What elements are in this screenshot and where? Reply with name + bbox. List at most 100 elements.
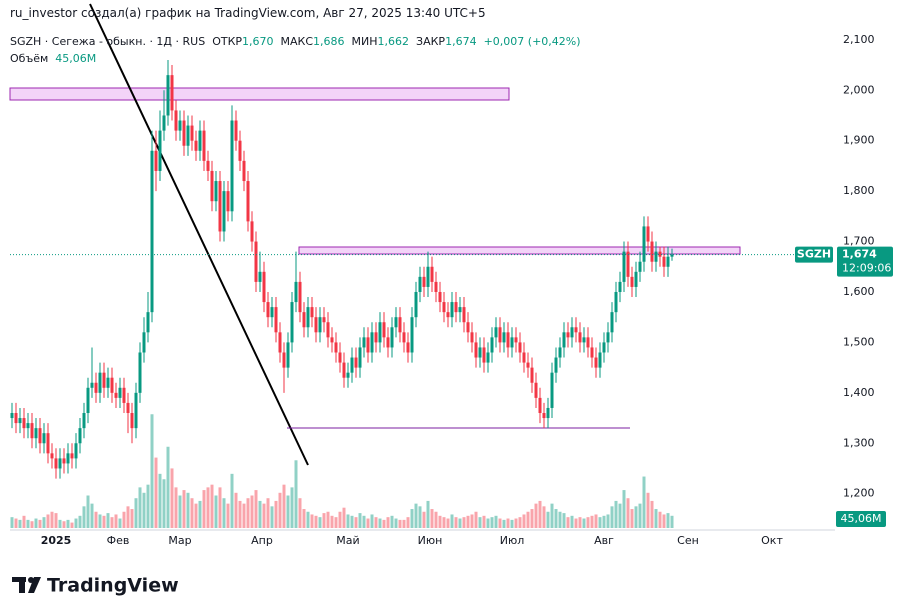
candle-body: [458, 307, 462, 313]
candle-body: [78, 428, 82, 444]
candle-body: [634, 271, 638, 287]
candle-body: [14, 413, 18, 424]
candle-body: [526, 362, 530, 368]
candle-body: [498, 327, 502, 343]
candle-body: [134, 392, 138, 429]
candle-body: [170, 75, 174, 111]
volume-bar: [222, 498, 226, 528]
volume-bar: [314, 515, 318, 528]
volume-bar: [10, 517, 14, 528]
candle-body: [178, 120, 182, 131]
candle-body: [438, 291, 442, 303]
candle-body: [482, 347, 486, 363]
candle-body: [390, 327, 394, 348]
candle-body: [58, 458, 62, 469]
candle-body: [518, 342, 522, 353]
y-tick-label: 1,400: [843, 386, 875, 399]
volume-bar: [94, 511, 98, 528]
volume-bar: [126, 506, 130, 528]
candle-body: [154, 150, 158, 171]
candle-body: [406, 342, 410, 353]
candle-body: [110, 377, 114, 393]
volume-bar: [274, 500, 278, 528]
volume-bar: [322, 513, 326, 528]
candle-body: [270, 307, 274, 318]
volume-bar: [282, 484, 286, 528]
volume-bar: [422, 511, 426, 528]
zone-top: [9, 87, 510, 101]
candle-body: [50, 453, 54, 459]
y-tick-label: 2,000: [843, 83, 875, 96]
volume-bar: [586, 517, 590, 528]
candle-body: [278, 332, 282, 353]
volume-bar: [346, 514, 350, 528]
volume-bar: [510, 519, 514, 528]
candle-body: [658, 251, 662, 257]
volume-bar: [670, 515, 674, 528]
price-tag-box: [837, 246, 893, 277]
volume-bar: [518, 517, 522, 528]
volume-bar: [58, 519, 62, 528]
volume-bar: [106, 513, 110, 528]
candle-body: [214, 181, 218, 202]
candle-body: [82, 413, 86, 429]
legend-line: SGZH · Сегежа - обыкн. · 1Д · RUS ОТКР1,…: [10, 35, 581, 48]
volume-bar: [578, 517, 582, 528]
x-tick-label: Апр: [251, 534, 273, 547]
volume-bar: [590, 515, 594, 528]
zone-resistance: [298, 246, 741, 255]
volume-bar: [534, 503, 538, 528]
candle-body: [502, 332, 506, 343]
volume-bar: [490, 517, 494, 528]
volume-bar: [14, 518, 18, 528]
volume-bar: [290, 487, 294, 528]
candle-body: [546, 407, 550, 419]
value: 1,674: [445, 35, 477, 48]
candle-body: [670, 254, 674, 257]
volume-bar: [358, 513, 362, 528]
candle-body: [558, 347, 562, 358]
candle-body: [466, 322, 470, 333]
volume-bar: [266, 498, 270, 528]
candle-body: [626, 251, 630, 277]
volume-bar: [402, 519, 406, 528]
volume-bar: [246, 498, 250, 528]
volume-bar: [410, 509, 414, 528]
y-tick-label: 2,100: [843, 33, 875, 46]
volume-bar: [270, 506, 274, 528]
volume-bar: [286, 495, 290, 528]
volume-bar: [206, 487, 210, 528]
volume-bar: [634, 506, 638, 528]
volume-bar: [438, 515, 442, 528]
candle-body: [66, 453, 70, 464]
candle-body: [174, 110, 178, 131]
candle-body: [42, 433, 46, 444]
candle-body: [54, 458, 58, 469]
candle-body: [162, 115, 166, 131]
volume-line: Объём 45,06M: [10, 52, 96, 65]
candle-body: [302, 312, 306, 328]
candle-body: [378, 322, 382, 343]
volume-bar: [418, 506, 422, 528]
candle-body: [574, 327, 578, 333]
volume-bar: [98, 514, 102, 528]
candle-body: [102, 372, 106, 388]
candle-body: [234, 120, 238, 141]
volume-bar: [442, 517, 446, 528]
candle-body: [34, 428, 38, 439]
x-tick-label: Июл: [500, 534, 525, 547]
volume-bar: [570, 515, 574, 528]
value: 1,670: [242, 35, 274, 48]
candle-body: [238, 140, 242, 161]
volume-bar: [526, 511, 530, 528]
volume-bar: [262, 503, 266, 528]
volume-bar: [582, 518, 586, 528]
volume-bar: [498, 518, 502, 528]
volume-bar: [362, 515, 366, 528]
y-tick-label: 1,600: [843, 285, 875, 298]
candle-body: [486, 352, 490, 363]
candle-body: [394, 317, 398, 328]
volume-bar: [258, 500, 262, 528]
candle-body: [142, 332, 146, 353]
candle-body: [350, 357, 354, 373]
